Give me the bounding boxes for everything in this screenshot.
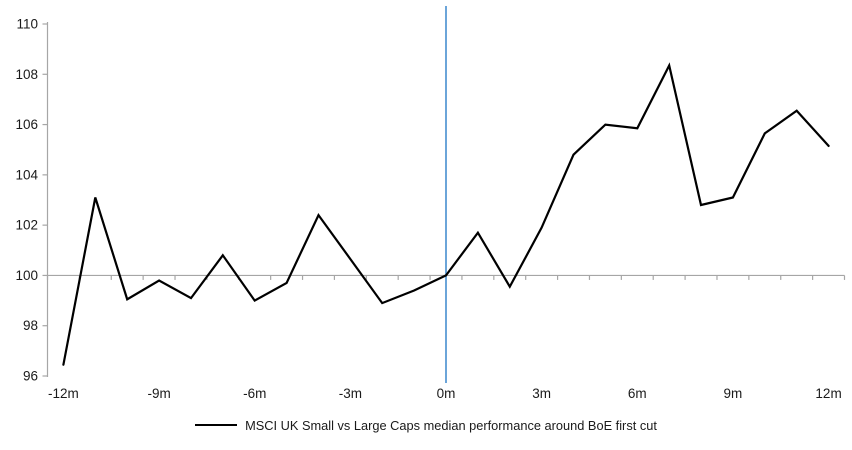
legend-label: MSCI UK Small vs Large Caps median perfo… bbox=[245, 417, 657, 433]
y-axis-tick-label: 96 bbox=[23, 369, 38, 384]
x-axis-tick-label: 12m bbox=[815, 386, 841, 401]
x-axis-tick-label: -6m bbox=[243, 386, 266, 401]
y-axis-tick-label: 102 bbox=[15, 218, 38, 233]
y-axis-tick-label: 104 bbox=[15, 167, 38, 182]
y-axis-tick-label: 110 bbox=[16, 17, 38, 32]
x-axis-tick-label: -9m bbox=[147, 386, 170, 401]
legend: MSCI UK Small vs Large Caps median perfo… bbox=[0, 415, 852, 435]
y-axis-tick-label: 106 bbox=[15, 117, 38, 132]
x-axis-tick-label: -3m bbox=[339, 386, 362, 401]
x-axis-tick-label: 9m bbox=[724, 386, 743, 401]
x-axis-tick-label: 0m bbox=[437, 386, 456, 401]
x-axis-tick-label: -12m bbox=[48, 386, 79, 401]
legend-line-sample-icon bbox=[195, 424, 238, 426]
x-axis-tick-label: 6m bbox=[628, 386, 647, 401]
x-axis-labels: -12m -9m -6m -3m 0m 3m 6m 9m 12m bbox=[48, 386, 842, 401]
y-axis-tick-label: 98 bbox=[23, 318, 38, 333]
y-axis-tick-label: 108 bbox=[15, 67, 38, 82]
series-polyline bbox=[62, 62, 830, 366]
y-axis: 96 98 100 102 104 106 108 110 bbox=[15, 17, 49, 384]
series-line bbox=[62, 62, 830, 366]
x-axis-tick-label: 3m bbox=[532, 386, 551, 401]
y-axis-tick-label: 100 bbox=[15, 268, 38, 283]
